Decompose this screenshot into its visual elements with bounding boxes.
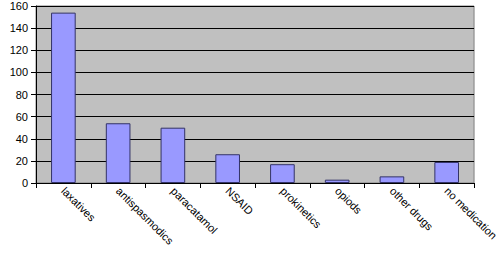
- svg-text:opiods: opiods: [333, 185, 365, 217]
- svg-text:NSAID: NSAID: [223, 185, 255, 217]
- svg-text:80: 80: [16, 89, 28, 101]
- svg-text:100: 100: [10, 66, 28, 78]
- svg-text:160: 160: [10, 0, 28, 12]
- svg-text:140: 140: [10, 22, 28, 34]
- svg-text:other drugs: other drugs: [388, 185, 436, 233]
- svg-text:0: 0: [22, 177, 28, 189]
- svg-text:120: 120: [10, 44, 28, 56]
- svg-text:laxatives: laxatives: [59, 185, 98, 224]
- svg-text:60: 60: [16, 111, 28, 123]
- svg-text:40: 40: [16, 133, 28, 145]
- svg-text:no medication: no medication: [442, 185, 499, 242]
- svg-text:prokinetics: prokinetics: [278, 185, 324, 231]
- svg-text:20: 20: [16, 155, 28, 167]
- svg-text:paracatamol: paracatamol: [169, 185, 220, 236]
- svg-text:antispasmodics: antispasmodics: [114, 185, 176, 247]
